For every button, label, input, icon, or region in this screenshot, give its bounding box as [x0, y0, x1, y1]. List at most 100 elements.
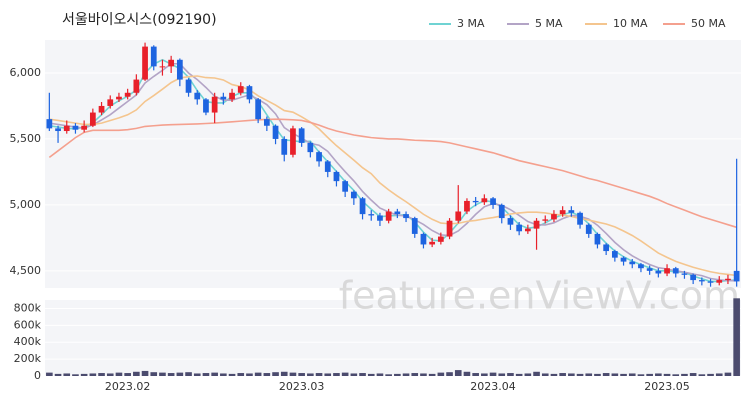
candle-body [385, 211, 392, 221]
volume-bar [315, 373, 323, 376]
candle-body [316, 152, 322, 162]
candle-body [620, 257, 627, 262]
volume-bar [133, 371, 140, 376]
volume-bar [350, 373, 358, 376]
candle-body [229, 92, 235, 100]
volume-bar [254, 372, 262, 376]
candle-body [611, 251, 618, 258]
volume-bar [124, 373, 131, 376]
volume-bar [385, 374, 392, 376]
candle-body [551, 214, 557, 220]
candle-body [411, 218, 418, 234]
volume-bar [663, 373, 671, 376]
candle-body [63, 125, 70, 132]
candle-body [89, 112, 96, 126]
candle-body [203, 99, 209, 113]
volume-bar [498, 373, 506, 376]
volume-bar [411, 373, 419, 376]
candle-body [46, 119, 53, 129]
volume-bar [568, 373, 575, 376]
y-tick-label: 200k [14, 352, 42, 365]
legend-label: 3 MA [457, 17, 485, 30]
candle-body [629, 261, 636, 265]
candle-body [72, 125, 79, 130]
volume-bar [541, 373, 549, 376]
candle-body [150, 46, 157, 67]
x-tick-label: 2023.04 [470, 380, 516, 393]
ma-line [48, 118, 737, 229]
candle-body [638, 264, 644, 269]
candle-body [725, 278, 731, 281]
candle-body [255, 99, 262, 120]
y-tick-label: 4,500 [10, 264, 42, 277]
x-tick-label: 2023.02 [105, 380, 151, 393]
volume-bar [689, 373, 697, 376]
volume-bar [211, 372, 218, 376]
volume-bar [98, 373, 105, 376]
candle-body [716, 280, 723, 283]
candle-body [220, 96, 227, 100]
volume-bar [420, 373, 427, 376]
candle-body [524, 228, 531, 232]
volume-bar [341, 372, 349, 376]
candle-body [568, 210, 575, 213]
candle-body [324, 161, 331, 172]
candle-body [646, 268, 653, 271]
volume-bar [524, 373, 532, 376]
candle-body [481, 198, 488, 203]
volume-bar [446, 372, 453, 376]
candle-body [272, 125, 279, 139]
candle-body [377, 215, 383, 221]
candle-body [368, 214, 375, 216]
volume-bar [602, 373, 610, 376]
volume-bar [707, 373, 714, 376]
candle-body [707, 281, 714, 283]
candle-body [664, 268, 670, 274]
candle-body [559, 210, 566, 215]
volume-bar [333, 373, 340, 376]
candle-body [298, 128, 305, 143]
candle-body [185, 79, 192, 93]
candle-body [333, 171, 340, 182]
volume-bar [394, 373, 401, 376]
candle-body [116, 96, 122, 100]
candle-body [498, 204, 505, 219]
volume-bar [150, 372, 158, 376]
candle-body [672, 268, 679, 274]
candle-body [542, 219, 549, 221]
volume-bar [428, 373, 436, 376]
volume-bar [237, 373, 245, 376]
x-tick-label: 2023.03 [279, 380, 325, 393]
volume-bar [733, 298, 740, 376]
candle-body [533, 220, 540, 229]
legend-label: 5 MA [535, 17, 563, 30]
volume-bar [202, 373, 210, 376]
candle-body [237, 86, 244, 93]
volume-bar [220, 373, 227, 376]
volume-bar [246, 373, 253, 376]
y-tick-label: 400k [14, 335, 42, 348]
ma-line [49, 75, 737, 277]
chart-title: 서울바이오시스(092190) [62, 12, 217, 28]
candle-body [655, 270, 662, 274]
volume-bar [402, 373, 410, 376]
ma-line [49, 58, 737, 283]
x-tick-label: 2023.05 [644, 380, 690, 393]
candle-body [168, 59, 175, 67]
volume-bar [298, 373, 305, 376]
candle-body [603, 244, 610, 252]
volume-bar [576, 373, 584, 376]
y-tick-label: 6,000 [10, 66, 42, 79]
volume-bar [454, 370, 462, 376]
volume-bar [193, 373, 201, 376]
volume-bar [437, 372, 445, 376]
volume-bar [594, 373, 601, 376]
candle-body [159, 66, 166, 68]
candle-body [246, 86, 253, 100]
candle-body [107, 99, 114, 106]
candle-body [290, 128, 296, 155]
volume-bar [115, 372, 123, 376]
candle-body [429, 241, 436, 245]
volume-bar [489, 372, 497, 376]
